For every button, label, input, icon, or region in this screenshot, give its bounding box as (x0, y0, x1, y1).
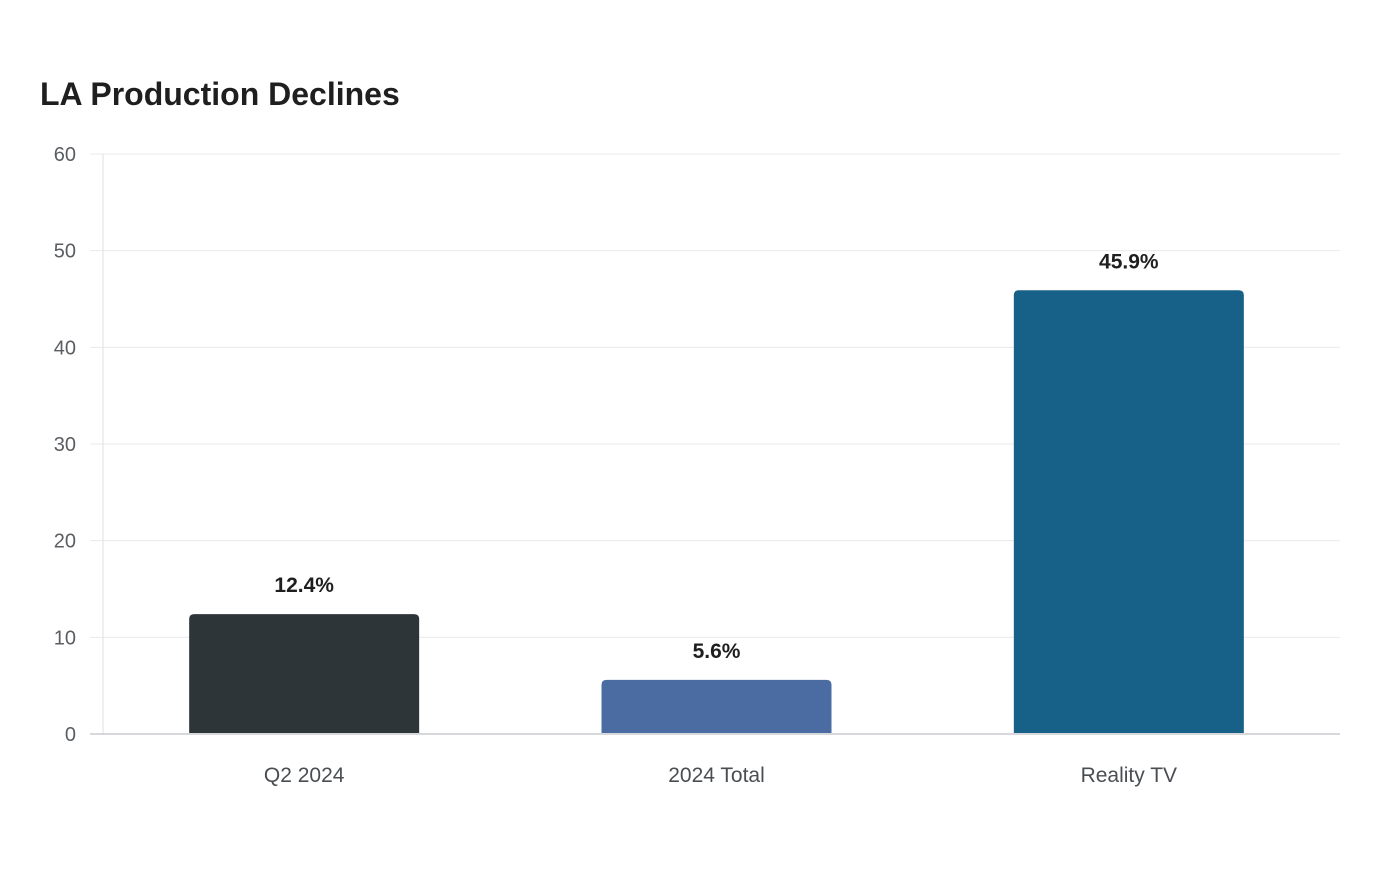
y-tick-labels: 0 10 20 30 40 50 60 (54, 144, 76, 746)
bar[interactable] (601, 679, 832, 733)
bars (189, 290, 1244, 733)
y-tick-label: 30 (54, 434, 76, 456)
category-label: Reality TV (1081, 764, 1177, 787)
y-tick-label: 50 (54, 241, 76, 263)
chart-title: LA Production Declines (40, 76, 400, 112)
category-labels: Q2 2024 2024 Total Reality TV (264, 764, 1177, 787)
data-label: 5.6% (693, 640, 741, 663)
y-tick-label: 10 (54, 627, 76, 649)
y-tick-label: 40 (54, 337, 76, 359)
axes (90, 154, 1340, 735)
category-label: 2024 Total (668, 764, 765, 787)
data-label: 12.4% (274, 574, 334, 597)
y-tick-label: 0 (65, 724, 76, 746)
data-labels: 12.4% 5.6% 45.9% (274, 250, 1159, 663)
y-tick-label: 60 (54, 144, 76, 166)
bar[interactable] (189, 614, 420, 733)
category-label: Q2 2024 (264, 764, 345, 787)
data-label: 45.9% (1099, 250, 1159, 273)
y-tick-label: 20 (54, 531, 76, 553)
bar[interactable] (1013, 290, 1244, 733)
